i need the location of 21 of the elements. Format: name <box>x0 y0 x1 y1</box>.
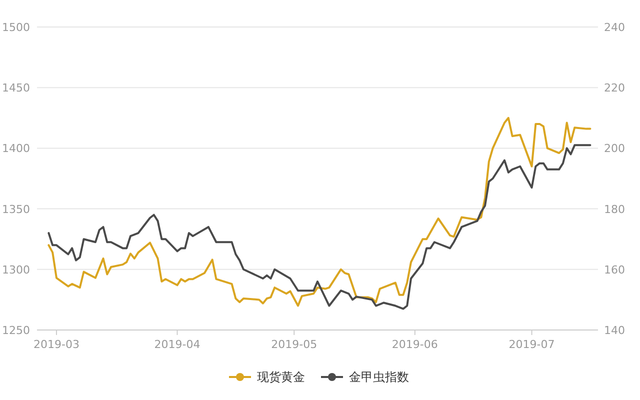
x-tick-label: 2019-04 <box>154 338 200 351</box>
y-tick-label: 1350 <box>2 202 30 216</box>
legend-label: 现货黄金 <box>257 370 305 384</box>
y2-tick-label: 140 <box>604 324 625 337</box>
y2-tick-label: 220 <box>604 82 625 95</box>
y-tick-label: 1450 <box>2 82 30 95</box>
y2-tick-label: 240 <box>604 21 625 34</box>
y-tick-label: 1300 <box>2 263 30 276</box>
y2-tick-label: 160 <box>604 263 625 276</box>
y2-tick-label: 180 <box>604 202 625 216</box>
y-tick-label: 1250 <box>2 324 30 337</box>
line-series <box>48 144 592 310</box>
x-tick-label: 2019-07 <box>508 338 555 351</box>
y-tick-label: 1400 <box>2 142 30 156</box>
line-series <box>48 116 592 307</box>
x-tick-label: 2019-05 <box>271 338 318 351</box>
legend-label: 金甲虫指数 <box>349 370 409 384</box>
x-tick-label: 2019-03 <box>33 338 80 351</box>
x-tick-label: 2019-06 <box>392 338 438 351</box>
y2-tick-label: 200 <box>604 142 625 156</box>
y-tick-label: 1500 <box>2 21 30 34</box>
